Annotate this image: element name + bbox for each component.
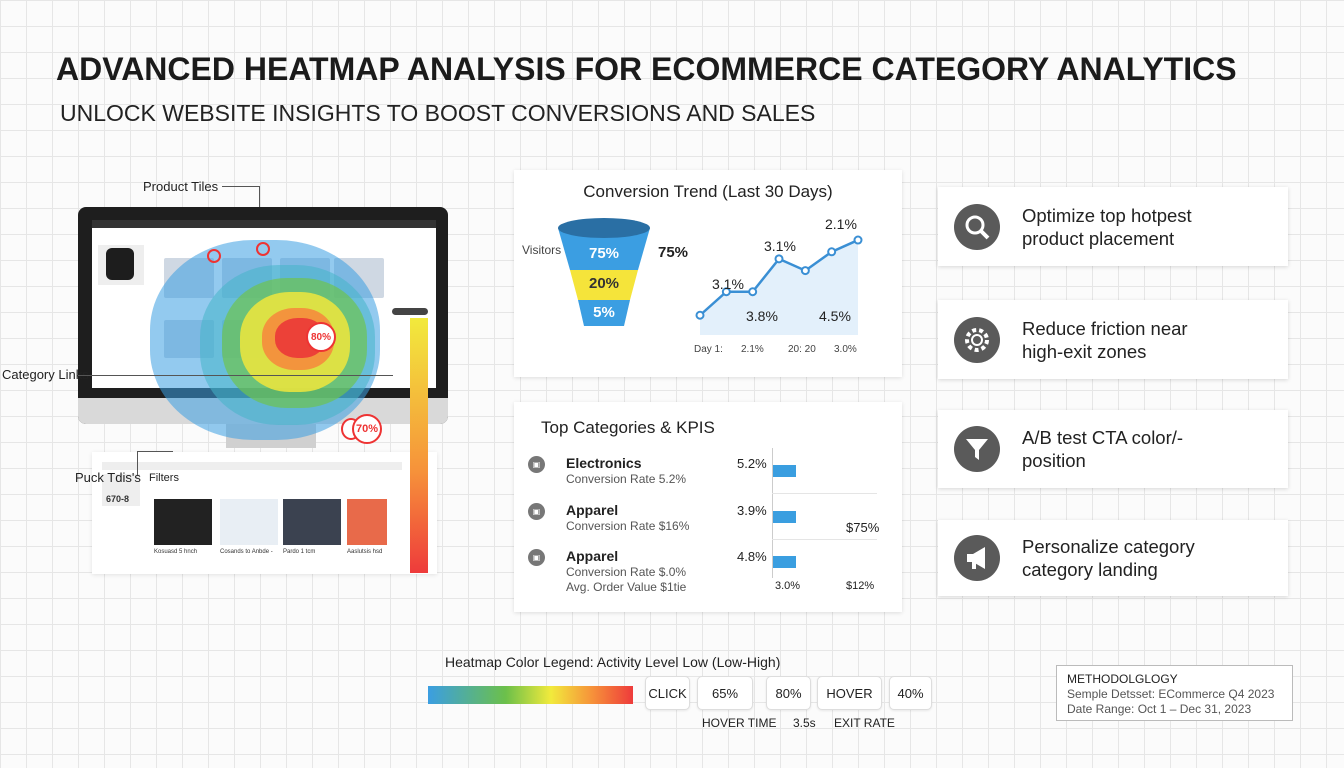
kpi-name: Apparel bbox=[566, 548, 619, 564]
conversion-trend-card: Conversion Trend (Last 30 Days) Visitors… bbox=[514, 170, 902, 377]
trend-point bbox=[853, 235, 863, 245]
category-page-panel: 670-8 Filters Kosuasd 5 hnch Cosands to … bbox=[92, 452, 437, 574]
axis-tick: $12% bbox=[846, 580, 875, 592]
recommendation-card: A/B test CTA color/-position bbox=[938, 410, 1288, 488]
product-title[interactable]: Pardo 1 tcm bbox=[283, 549, 316, 555]
legend-caption: EXIT RATE bbox=[834, 716, 895, 730]
product-title[interactable]: Aaslutsis hsd bbox=[347, 549, 383, 555]
kpi-bar bbox=[773, 556, 796, 568]
trend-point bbox=[800, 266, 810, 276]
trend-line-chart bbox=[695, 235, 863, 335]
legend-caption: 3.5s bbox=[793, 716, 816, 730]
callout-line bbox=[137, 451, 173, 452]
callout-line bbox=[222, 186, 260, 187]
gear-icon bbox=[954, 316, 1000, 363]
x-tick-label: Day 1: bbox=[694, 344, 723, 355]
recommendation-card: Optimize top hotpest product placement bbox=[938, 187, 1288, 266]
axis-line bbox=[772, 448, 773, 578]
trend-area bbox=[700, 240, 858, 335]
axis-tick: 3.0% bbox=[775, 580, 801, 592]
product-title[interactable]: Kosuasd 5 hnch bbox=[154, 549, 198, 555]
legend-chip[interactable]: 80% bbox=[766, 676, 811, 710]
hotspot-marker[interactable]: 70% bbox=[352, 414, 382, 444]
methodology-dataset: Semple Detsset: ECommerce Q4 2023 bbox=[1067, 687, 1275, 701]
point-label: 2.1% bbox=[825, 216, 857, 232]
trend-point bbox=[774, 254, 784, 264]
hotspot-marker[interactable]: 80% bbox=[306, 322, 336, 352]
methodology-title: METHODOLGLOGY bbox=[1067, 672, 1178, 686]
recommendation-card: Reduce friction near high-exit zones bbox=[938, 300, 1288, 379]
legend-title: Heatmap Color Legend: Activity Level Low… bbox=[445, 654, 781, 670]
legend-chip[interactable]: 65% bbox=[697, 676, 753, 710]
kpi-bar bbox=[773, 511, 796, 523]
thumb-code: 670-8 bbox=[106, 494, 130, 504]
apparel-icon: ▣ bbox=[528, 549, 545, 566]
recommendation-card: Personalize category category landing bbox=[938, 520, 1288, 596]
kpi-sub: Avg. Order Value $1tie bbox=[566, 580, 687, 594]
legend-caption: HOVER TIME bbox=[702, 716, 777, 730]
page-title: ADVANCED HEATMAP ANALYSIS FOR ECOMMERCE … bbox=[56, 51, 1237, 87]
point-label: 3.1% bbox=[764, 238, 796, 254]
point-label: 4.5% bbox=[819, 308, 851, 324]
methodology-box: METHODOLGLOGY Semple Detsset: ECommerce … bbox=[1056, 665, 1293, 721]
point-label: 3.8% bbox=[746, 308, 778, 324]
trend-point bbox=[695, 310, 705, 320]
kpi-value: 5.2% bbox=[737, 456, 767, 471]
kpi-side-label: $75% bbox=[846, 520, 880, 535]
card-title: Conversion Trend (Last 30 Days) bbox=[583, 182, 833, 201]
methodology-range: Date Range: Oct 1 – Dec 31, 2023 bbox=[1067, 702, 1252, 716]
recommendation-text: Reduce friction near high-exit zones bbox=[1022, 317, 1188, 362]
funnel-stage bbox=[570, 270, 638, 300]
funnel-stage-value: 5% bbox=[593, 304, 615, 321]
funnel-stage bbox=[558, 228, 650, 270]
legend-chip[interactable]: HOVER bbox=[817, 676, 882, 710]
heat-scale-bar bbox=[410, 318, 428, 573]
x-tick-label: 2.1% bbox=[741, 344, 764, 355]
apparel-icon: ▣ bbox=[528, 503, 545, 520]
point-label: 3.1% bbox=[712, 276, 744, 292]
search-icon bbox=[954, 203, 1000, 250]
callout-line bbox=[78, 375, 393, 376]
kpi-sub: Conversion Rate $16% bbox=[566, 519, 690, 533]
filters-label[interactable]: Filters bbox=[149, 472, 179, 484]
kpi-value: 4.8% bbox=[737, 549, 767, 564]
trend-point bbox=[748, 287, 758, 297]
page-subtitle: UNLOCK WEBSITE INSIGHTS TO BOOST CONVERS… bbox=[60, 100, 816, 126]
card-title: Top Categories & KPIS bbox=[541, 418, 715, 437]
kpi-bar bbox=[773, 465, 796, 477]
legend-gradient bbox=[428, 686, 633, 704]
trend-point bbox=[721, 287, 731, 297]
funnel-label: Visitors bbox=[522, 243, 562, 257]
callout-product-tiles: Product Tiles bbox=[143, 179, 219, 194]
funnel-icon bbox=[954, 426, 1000, 472]
x-tick-label: 20: 20 bbox=[788, 344, 816, 355]
kpi-sub: Conversion Rate 5.2% bbox=[566, 472, 687, 486]
callout-line bbox=[137, 451, 138, 475]
funnel-stage bbox=[578, 300, 630, 326]
kpi-name: Electronics bbox=[566, 455, 642, 471]
funnel-stage-value: 20% bbox=[588, 275, 620, 292]
recommendation-text: A/B test CTA color/-position bbox=[1022, 427, 1184, 471]
product-title[interactable]: Cosands to Anbde - bbox=[220, 549, 273, 555]
hotspot-marker[interactable] bbox=[207, 249, 221, 263]
funnel-side-value: 75% bbox=[658, 244, 689, 261]
hotspot-marker[interactable] bbox=[256, 242, 270, 256]
trend-point bbox=[827, 247, 837, 257]
kpi-value: 3.9% bbox=[737, 503, 767, 518]
electronics-icon: ▣ bbox=[528, 456, 545, 473]
legend-chip[interactable]: CLICK bbox=[645, 676, 690, 710]
megaphone-icon bbox=[954, 535, 1000, 581]
callout-category-links: Category Links bbox=[2, 367, 89, 382]
recommendation-text: Optimize top hotpest product placement bbox=[1022, 204, 1192, 249]
legend-chip[interactable]: 40% bbox=[889, 676, 932, 710]
x-tick-label: 3.0% bbox=[834, 344, 857, 355]
kpi-card bbox=[514, 402, 902, 612]
funnel-stage-value: 75% bbox=[588, 245, 620, 262]
kpi-name: Apparel bbox=[566, 502, 619, 518]
callout-puck-tiles: Puck Tdis's bbox=[75, 470, 141, 485]
kpi-sub: Conversion Rate $.0% bbox=[566, 565, 687, 579]
funnel-chart bbox=[558, 218, 650, 326]
recommendation-text: Personalize category category landing bbox=[1022, 536, 1195, 580]
